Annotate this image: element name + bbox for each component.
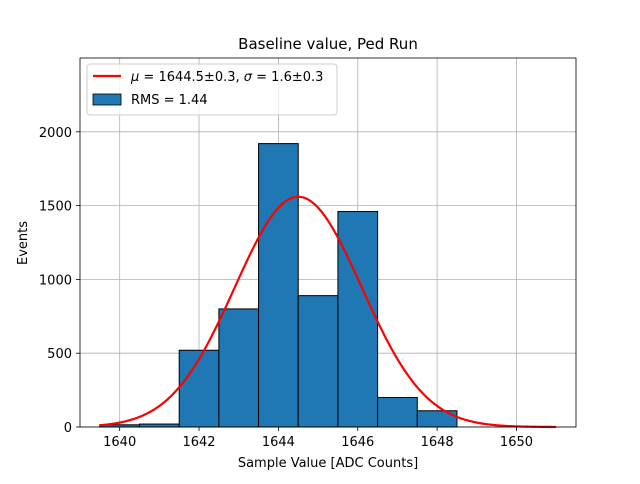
- x-tick-label: 1644: [262, 435, 295, 450]
- legend-fit-label: μ = 1644.5±0.3, σ = 1.6±0.3: [130, 70, 323, 85]
- x-tick-label: 1650: [500, 435, 533, 450]
- y-tick-label: 1500: [39, 200, 72, 215]
- legend: μ = 1644.5±0.3, σ = 1.6±0.3 RMS = 1.44: [86, 63, 338, 116]
- chart-title: Baseline value, Ped Run: [238, 35, 418, 53]
- legend-box: [86, 63, 338, 116]
- histogram-bar: [337, 211, 379, 428]
- histogram-bar: [297, 295, 339, 428]
- y-tick-label: 0: [64, 421, 72, 436]
- legend-mu-value: = 1644.5±0.3,: [139, 70, 243, 85]
- histogram-bar: [178, 349, 220, 428]
- y-axis-label: Events: [16, 221, 31, 265]
- legend-sigma-symbol: σ: [244, 70, 253, 85]
- histogram-bar: [377, 396, 418, 428]
- x-tick-label: 1648: [421, 435, 454, 450]
- axis-ticks: 1640 1642 1644 1646 1648 1650 0 500 1000 1500 2000: [39, 126, 533, 450]
- y-tick-label: 2000: [39, 126, 72, 141]
- x-tick-label: 1640: [103, 435, 136, 450]
- histogram-bars: [99, 143, 458, 428]
- legend-sigma-value: = 1.6±0.3: [252, 70, 323, 85]
- x-tick-label: 1646: [341, 435, 374, 450]
- y-tick-label: 500: [47, 347, 72, 362]
- histogram-bar: [258, 143, 299, 428]
- histogram-bar: [218, 308, 260, 428]
- histogram-bar: [139, 423, 180, 428]
- plot-frame: [79, 57, 577, 428]
- legend-histogram-swatch: [92, 93, 122, 106]
- x-axis-label: Sample Value [ADC Counts]: [238, 456, 418, 471]
- legend-mu-symbol: μ: [130, 70, 139, 85]
- y-tick-label: 1000: [39, 273, 72, 288]
- x-tick-label: 1642: [182, 435, 215, 450]
- legend-histogram-label: RMS = 1.44: [131, 93, 208, 108]
- gaussian-fit-curve: [99, 195, 557, 429]
